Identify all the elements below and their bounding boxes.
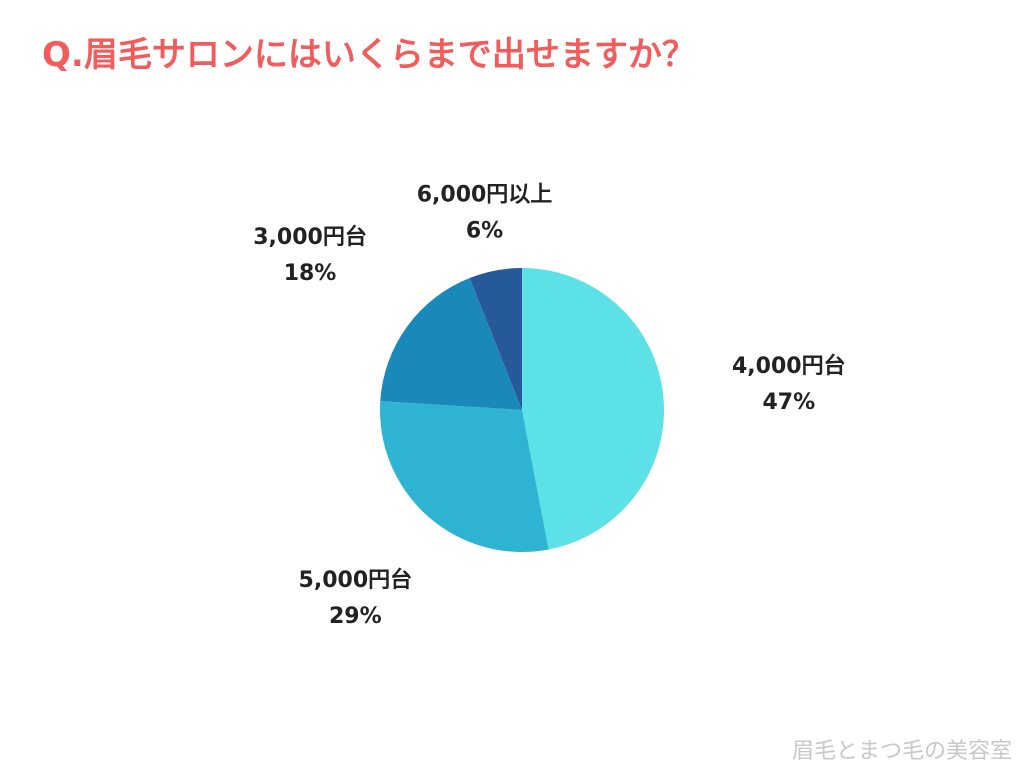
slice-value-label: 18%	[284, 261, 337, 286]
slice-category-label: 3,000円台	[253, 224, 367, 250]
slice-value-label: 47%	[762, 390, 815, 415]
slice-value-label: 6%	[466, 219, 503, 244]
pie-slice	[469, 268, 522, 410]
watermark: 眉毛とまつ毛の美容室	[792, 739, 1012, 764]
slice-category-label: 4,000円台	[732, 353, 846, 379]
slice-value-label: 29%	[329, 604, 382, 629]
slice-category-label: 6,000円以上	[417, 183, 553, 208]
pie-slice	[380, 401, 549, 552]
slice-category-label: 5,000円台	[299, 567, 413, 593]
chart-title: Q.眉毛サロンにはいくらまで出せますか？	[42, 35, 696, 75]
pie-slice	[380, 277, 522, 410]
pie-slice	[522, 268, 665, 550]
